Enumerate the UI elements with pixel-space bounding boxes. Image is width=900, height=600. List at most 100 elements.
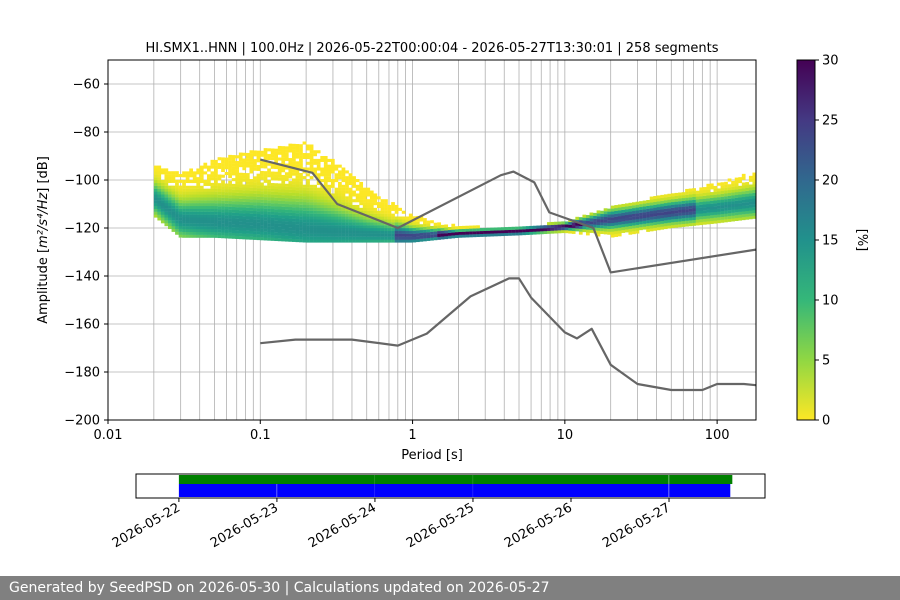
heatmap-cell	[210, 231, 215, 235]
heatmap-cell	[727, 195, 732, 199]
heatmap-cell	[423, 235, 427, 239]
heatmap-cell	[632, 219, 636, 223]
heatmap-cell	[642, 214, 647, 219]
heatmap-cell	[291, 221, 296, 225]
heatmap-cell	[706, 183, 711, 187]
heatmap-cell	[238, 236, 243, 240]
heatmap-cell	[713, 206, 718, 210]
heatmap-cell	[192, 180, 197, 184]
heatmap-cell	[171, 211, 176, 215]
heatmap-cell	[330, 219, 335, 223]
heatmap-cell	[245, 152, 250, 157]
heatmap-cell	[688, 223, 693, 227]
heatmap-cell	[288, 163, 293, 167]
heatmap-cell	[245, 178, 250, 182]
heatmap-cell	[720, 199, 725, 203]
heatmap-cell	[327, 225, 332, 229]
heatmap-cell	[214, 208, 218, 212]
heatmap-cell	[656, 221, 661, 225]
heatmap-cell	[185, 188, 190, 192]
heatmap-cell	[334, 230, 339, 234]
heatmap-cell	[291, 155, 296, 159]
heatmap-cell	[713, 208, 718, 213]
heatmap-cell	[238, 221, 243, 225]
heatmap-cell	[681, 218, 686, 222]
heatmap-cell	[281, 203, 286, 207]
heatmap-cell	[731, 180, 735, 185]
heatmap-cell	[281, 192, 286, 196]
heatmap-cell	[355, 193, 360, 197]
heatmap-cell	[330, 179, 335, 183]
heatmap-cell	[221, 194, 225, 198]
heatmap-cell	[235, 175, 240, 179]
heatmap-cell	[663, 208, 668, 212]
heatmap-cell	[706, 218, 711, 222]
heatmap-cell	[709, 200, 714, 204]
heatmap-cell	[408, 230, 413, 234]
heatmap-cell	[189, 188, 194, 192]
heatmap-cell	[639, 218, 643, 222]
heatmap-cell	[231, 204, 236, 208]
heatmap-cell	[355, 228, 360, 232]
heatmap-cell	[327, 158, 332, 162]
heatmap-cell	[330, 228, 335, 232]
heatmap-cell	[748, 216, 753, 220]
heatmap-cell	[702, 192, 707, 196]
heatmap-cell	[263, 194, 268, 198]
heatmap-cell	[345, 199, 349, 203]
heatmap-cell	[660, 200, 665, 204]
heatmap-cell	[263, 176, 268, 180]
heatmap-cell	[270, 191, 275, 195]
heatmap-cell	[688, 211, 693, 215]
heatmap-cell	[153, 174, 158, 178]
heatmap-cell	[267, 205, 271, 209]
heatmap-cell	[182, 191, 186, 195]
heatmap-cell	[660, 223, 665, 227]
heatmap-cell	[235, 215, 240, 219]
heatmap-cell	[277, 212, 282, 216]
heatmap-cell	[274, 157, 279, 161]
heatmap-cell	[284, 192, 289, 196]
availability-bars	[178, 475, 733, 497]
heatmap-cell	[334, 236, 339, 240]
heatmap-cell	[238, 155, 243, 159]
heatmap-cell	[224, 206, 229, 210]
heatmap-cell	[221, 217, 225, 221]
heatmap-cell	[384, 207, 388, 211]
heatmap-cell	[245, 196, 250, 200]
heatmap-cell	[210, 194, 215, 198]
heatmap-cell	[192, 200, 197, 204]
heatmap-cell	[316, 161, 321, 165]
heatmap-cell	[585, 232, 590, 236]
heatmap-cell	[153, 168, 158, 172]
availability-bar-lower	[375, 484, 473, 497]
heatmap-cell	[529, 231, 534, 235]
heatmap-cell	[688, 217, 693, 221]
heatmap-cell	[168, 220, 172, 224]
heatmap-cell	[245, 193, 250, 197]
heatmap-cell	[281, 232, 286, 236]
heatmap-cell	[203, 162, 208, 166]
heatmap-cell	[168, 211, 172, 215]
heatmap-cell	[617, 230, 622, 234]
heatmap-cell	[327, 179, 332, 183]
heatmap-cell	[214, 159, 218, 163]
heatmap-cell	[600, 225, 604, 229]
heatmap-cell	[302, 155, 307, 159]
heatmap-cell	[281, 229, 286, 233]
heatmap-cell	[199, 194, 204, 198]
heatmap-cell	[348, 236, 353, 240]
heatmap-cell	[426, 237, 431, 241]
heatmap-cell	[274, 229, 279, 233]
heatmap-cell	[440, 230, 445, 234]
heatmap-cell	[302, 207, 307, 211]
heatmap-cell	[649, 219, 654, 223]
heatmap-cell	[309, 190, 314, 194]
y-tick-label: −160	[64, 318, 100, 333]
heatmap-cell	[164, 202, 169, 207]
heatmap-cell	[362, 202, 367, 206]
heatmap-cell	[153, 182, 158, 186]
heatmap-cell	[738, 177, 743, 181]
heatmap-cell	[724, 216, 728, 220]
heatmap-cell	[178, 214, 183, 218]
